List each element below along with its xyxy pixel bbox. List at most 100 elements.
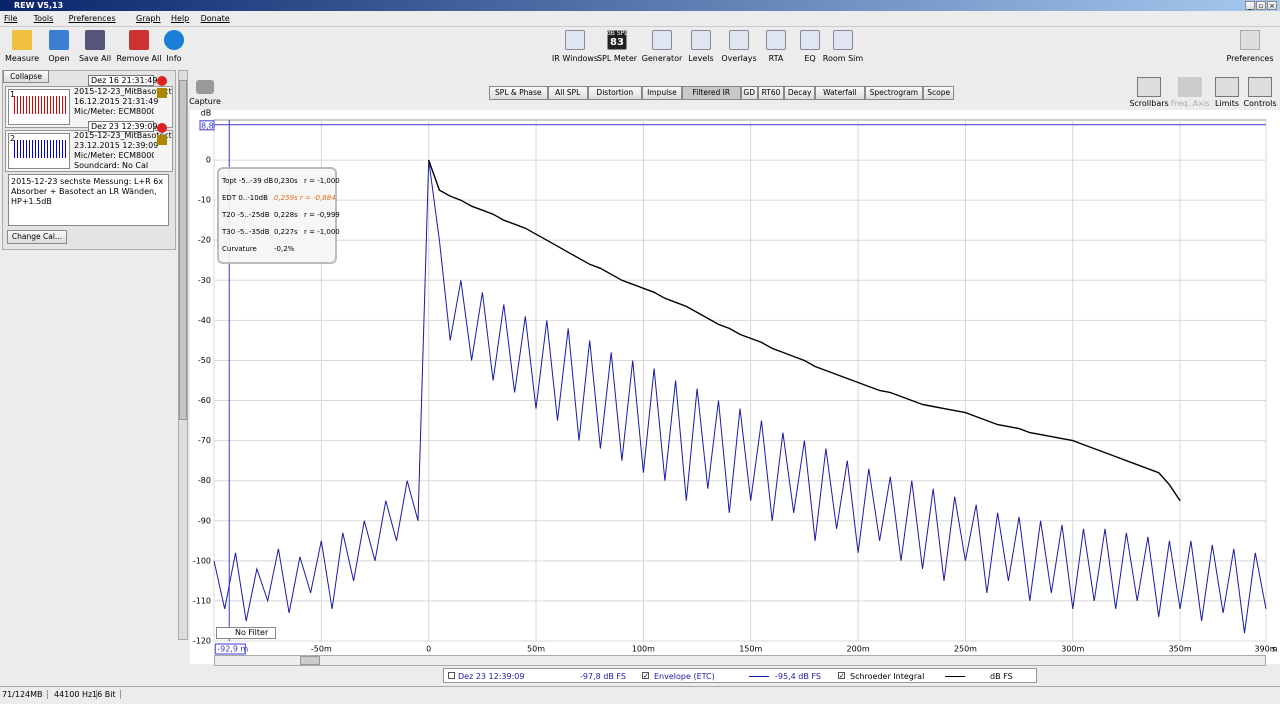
toolbar-label[interactable]: Overlays: [721, 54, 757, 63]
toolbar-icon[interactable]: [691, 30, 711, 50]
measurement-datetime: 16.12.2015 21:31:49: [74, 97, 159, 106]
toolbar-icon[interactable]: [833, 30, 853, 50]
graph-tab[interactable]: Waterfall: [815, 86, 865, 100]
legend-bar: [443, 668, 1037, 683]
toolbar-icon[interactable]: [49, 30, 69, 50]
notes-box: 2015-12-23 sechste Messung: L+R 6x Absor…: [8, 174, 169, 226]
graph-control-label[interactable]: Controls: [1243, 99, 1277, 108]
collapse-button[interactable]: Collapse: [3, 70, 49, 83]
toolbar-icon[interactable]: [729, 30, 749, 50]
menu-item[interactable]: Donate: [200, 14, 230, 23]
toolbar-icon[interactable]: [565, 30, 585, 50]
legend-checkbox[interactable]: [448, 672, 455, 679]
graph-tab[interactable]: SPL & Phase: [489, 86, 548, 100]
rt-cell: -0,2%: [274, 245, 295, 253]
rt-cell: T30 -5..-35dB: [222, 228, 270, 236]
toolbar-label[interactable]: RTA: [768, 54, 784, 63]
change-cal-button[interactable]: Change Cal...: [7, 230, 67, 244]
legend-checkbox[interactable]: ✓: [642, 672, 649, 680]
legend-name: Schroeder Integral: [850, 672, 925, 681]
graph-tab[interactable]: All SPL: [547, 86, 588, 100]
thumb-trace: [14, 96, 66, 114]
graph-control-label[interactable]: Limits: [1215, 99, 1239, 108]
measurement-number: 1: [10, 90, 16, 99]
icon[interactable]: [157, 88, 167, 98]
toolbar-icon[interactable]: [129, 30, 149, 50]
spl-value: 83: [610, 37, 624, 48]
menu-item[interactable]: Tools: [33, 14, 54, 23]
toolbar-label[interactable]: Info: [166, 54, 182, 63]
toolbar-icon[interactable]: [607, 30, 627, 50]
graph-tab[interactable]: RT60: [757, 86, 785, 100]
legend-value: -95,4 dB FS: [775, 672, 821, 681]
graph-tab[interactable]: Spectrogram: [864, 86, 924, 100]
measurement-date[interactable]: Dez 16 21:31:49: [88, 75, 157, 86]
toolbar-label[interactable]: IR Windows: [551, 54, 599, 63]
graph-tab[interactable]: Distortion: [587, 86, 642, 100]
toolbar-label[interactable]: Remove All: [116, 54, 162, 63]
window-button[interactable]: ▫: [1256, 1, 1266, 10]
filter-select[interactable]: No Filter: [216, 627, 276, 639]
graph-tab[interactable]: Scope: [923, 86, 955, 100]
rt-table: Topt -5..-39 dB 0,230s r = -1,000 EDT 0..-1…: [217, 167, 340, 264]
graph-control-label[interactable]: Scrollbars: [1129, 99, 1169, 108]
rt-cell: r = -0,999: [304, 211, 340, 219]
menu-item[interactable]: File: [4, 14, 18, 23]
toolbar-icon[interactable]: [766, 30, 786, 50]
window-button[interactable]: ×: [1267, 1, 1277, 10]
toolbar-icon[interactable]: [85, 30, 105, 50]
legend-name: Envelope (ETC): [654, 672, 715, 681]
graph-control-icon[interactable]: [1215, 77, 1239, 97]
toolbar-label[interactable]: SPL Meter: [596, 54, 638, 63]
toolbar-icon[interactable]: [652, 30, 672, 50]
icon[interactable]: [157, 135, 167, 145]
capture-label[interactable]: Capture: [189, 97, 221, 106]
scroll-thumb[interactable]: [300, 656, 320, 665]
toolbar-icon[interactable]: [12, 30, 32, 50]
legend-checkbox[interactable]: ✓: [838, 672, 845, 680]
legend-name: Dez 23 12:39:09: [458, 672, 525, 681]
toolbar-label[interactable]: Save All: [78, 54, 112, 63]
graph-control-icon[interactable]: [1178, 77, 1202, 97]
graph-tab[interactable]: Impulse: [641, 86, 682, 100]
menu-item[interactable]: Graph: [136, 14, 161, 23]
h-scrollbar[interactable]: [214, 655, 1266, 666]
toolbar-label[interactable]: Measure: [5, 54, 39, 63]
status-bar: [0, 686, 1280, 704]
toolbar-icon[interactable]: [800, 30, 820, 50]
capture-icon[interactable]: [196, 80, 214, 94]
window-button[interactable]: _: [1245, 1, 1255, 10]
graph-control-icon[interactable]: [1248, 77, 1272, 97]
window-title: REW V5,13: [14, 1, 64, 10]
rt-cell: r = -1,000: [304, 177, 340, 185]
rt-cell: EDT 0..-10dB: [222, 194, 268, 202]
rt-cell: T20 -5..-25dB: [222, 211, 270, 219]
legend-swatch: [749, 676, 769, 677]
graph-control-label[interactable]: Freq. Axis: [1170, 99, 1210, 108]
menu-item[interactable]: Help: [171, 14, 190, 23]
toolbar-icon[interactable]: [164, 30, 184, 50]
legend-swatch: [945, 676, 965, 677]
measurement-soundcard: Soundcard: No Cal: [74, 161, 149, 170]
graph-tab[interactable]: Filtered IR: [682, 86, 741, 100]
remove-icon[interactable]: [157, 76, 167, 86]
rt-cell: 0,230s: [274, 177, 298, 185]
graph-tab[interactable]: Decay: [784, 86, 816, 100]
toolbar-label[interactable]: Room Sim: [822, 54, 864, 63]
graph-tab[interactable]: GD: [740, 86, 758, 100]
toolbar-label[interactable]: Preferences: [1226, 54, 1274, 63]
toolbar-label[interactable]: Generator: [641, 54, 683, 63]
toolbar-label[interactable]: Open: [48, 54, 70, 63]
chart-background: [190, 110, 1280, 664]
menu-item[interactable]: Preferences: [68, 14, 116, 23]
measurement-name: 2015-12-23_MitBasotect: [74, 131, 172, 140]
scroll-thumb[interactable]: [179, 80, 187, 420]
toolbar-label[interactable]: EQ: [804, 54, 816, 63]
graph-control-icon[interactable]: [1137, 77, 1161, 97]
toolbar-icon[interactable]: [1240, 30, 1260, 50]
remove-icon[interactable]: [157, 123, 167, 133]
toolbar-label[interactable]: Levels: [688, 54, 714, 63]
measurement-datetime: 23.12.2015 12:39:09: [74, 141, 159, 150]
measurement-date[interactable]: Dez 23 12:39:09: [88, 121, 157, 132]
